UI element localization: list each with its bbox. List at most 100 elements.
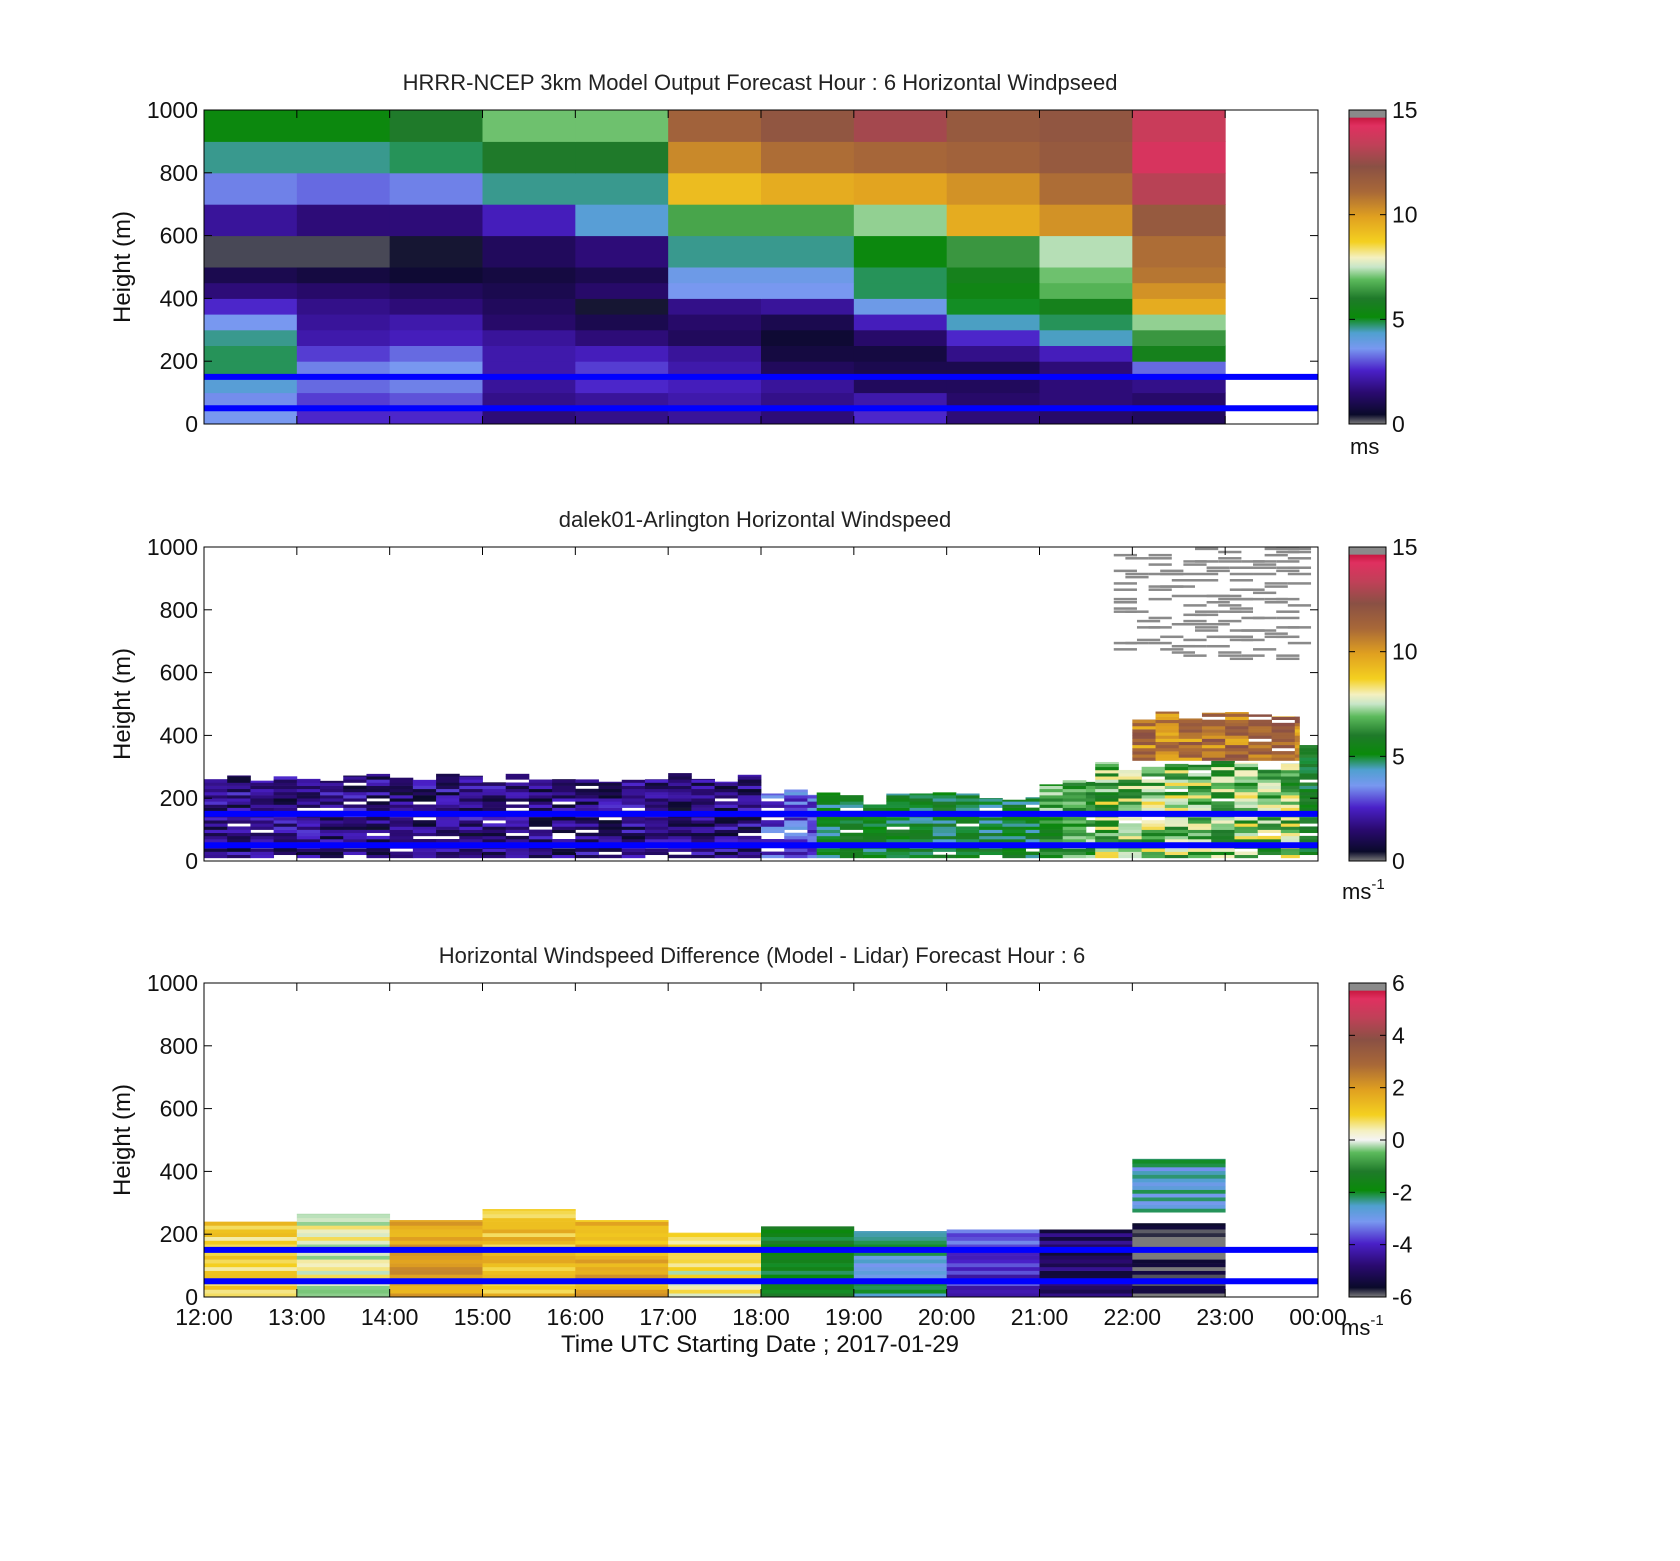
heatmap-cell — [296, 820, 321, 824]
heatmap-cell — [691, 788, 715, 793]
heatmap-cell — [1095, 801, 1119, 805]
heatmap-cell — [1194, 579, 1219, 582]
heatmap-cell — [737, 854, 762, 859]
heatmap-cell — [1141, 848, 1166, 852]
heatmap-cell — [955, 817, 980, 821]
heatmap-cell — [459, 848, 483, 852]
heatmap-cell — [459, 807, 483, 812]
heatmap-cell — [296, 329, 391, 346]
heatmap-cell — [737, 801, 762, 805]
heatmap-cell — [343, 851, 367, 856]
heatmap-cell — [1132, 1240, 1226, 1245]
heatmap-cell — [575, 298, 669, 315]
x-tick-label: 15:00 — [454, 1304, 512, 1330]
heatmap-cell — [886, 835, 910, 840]
heatmap-cell — [761, 1232, 855, 1238]
heatmap-cell — [482, 795, 507, 799]
heatmap-cell — [1132, 1229, 1226, 1234]
heatmap-cell — [1039, 839, 1064, 843]
heatmap-cell — [668, 776, 692, 780]
heatmap-cell — [1132, 1182, 1226, 1187]
heatmap-cell — [250, 782, 275, 786]
heatmap-cell — [1257, 807, 1282, 812]
heatmap-cell — [691, 798, 715, 802]
heatmap-cell — [644, 795, 669, 799]
heatmap-cell — [644, 826, 669, 830]
heatmap-cell — [737, 788, 762, 793]
heatmap-cell — [1132, 1232, 1226, 1238]
heatmap-cell — [1276, 626, 1300, 629]
heatmap-cell — [1299, 751, 1319, 755]
chart-title: HRRR-NCEP 3km Model Output Forecast Hour… — [403, 70, 1118, 95]
heatmap-cell — [1160, 648, 1184, 651]
heatmap-cell — [1253, 566, 1277, 569]
colorbar-tick-label: -4 — [1392, 1232, 1413, 1258]
heatmap-cell — [1002, 848, 1026, 852]
heatmap-cell — [273, 779, 298, 783]
heatmap-cell — [482, 376, 576, 394]
heatmap-cell — [955, 826, 980, 830]
heatmap-cell — [204, 782, 228, 786]
heatmap-cell — [250, 804, 275, 808]
heatmap-cell — [1039, 823, 1064, 827]
heatmap-cell — [863, 854, 887, 859]
heatmap-cell — [389, 1240, 483, 1245]
heatmap-cell — [459, 851, 483, 856]
heatmap-cell — [621, 801, 646, 805]
heatmap-cell — [1211, 848, 1235, 852]
heatmap-cell — [1002, 835, 1026, 840]
heatmap-cell — [932, 807, 957, 812]
colorbar-tick-label: 5 — [1392, 306, 1405, 332]
heatmap-cell — [227, 791, 251, 796]
heatmap-cell — [528, 835, 553, 840]
panel-difference: Horizontal Windspeed Difference (Model -… — [109, 943, 1413, 1358]
heatmap-cell — [320, 832, 344, 837]
heatmap-cell — [320, 829, 344, 834]
x-tick-label: 22:00 — [1104, 1304, 1162, 1330]
heatmap-cell — [1188, 798, 1212, 802]
heatmap-cell — [250, 823, 275, 827]
heatmap-cell — [1164, 848, 1189, 852]
heatmap-cell — [250, 795, 275, 799]
heatmap-cell — [1225, 754, 1249, 758]
heatmap-cell — [389, 345, 483, 362]
heatmap-cell — [1248, 722, 1272, 727]
heatmap-cell — [1264, 585, 1288, 588]
heatmap-cell — [621, 823, 646, 827]
heatmap-cell — [1118, 779, 1143, 783]
heatmap-cell — [932, 817, 957, 821]
heatmap-cell — [1132, 1170, 1226, 1175]
heatmap-cell — [1276, 597, 1300, 601]
heatmap-cell — [296, 1232, 391, 1238]
heatmap-cell — [482, 1289, 576, 1294]
heatmap-cell — [412, 804, 437, 808]
heatmap-cell — [204, 779, 228, 783]
heatmap-cell — [575, 1221, 669, 1226]
heatmap-cell — [343, 807, 367, 812]
heatmap-cell — [714, 791, 739, 796]
heatmap-cell — [1211, 776, 1235, 780]
y-tick-label: 1000 — [147, 970, 198, 996]
heatmap-cell — [482, 1259, 576, 1264]
heatmap-cell — [436, 788, 460, 793]
heatmap-cell — [296, 141, 391, 174]
heatmap-cell — [482, 1210, 576, 1215]
heatmap-cell — [482, 791, 507, 796]
heatmap-cell — [691, 823, 715, 827]
heatmap-cell — [389, 779, 414, 783]
heatmap-cell — [552, 820, 576, 824]
heatmap-cell — [1257, 839, 1282, 843]
heatmap-cell — [552, 798, 576, 802]
heatmap-cell — [807, 807, 818, 812]
heatmap-cell — [296, 1263, 391, 1268]
heatmap-cell — [668, 1244, 762, 1249]
heatmap-cell — [737, 829, 762, 834]
heatmap-cell — [1095, 782, 1119, 786]
heatmap-cell — [552, 839, 576, 843]
heatmap-cell — [1132, 1158, 1226, 1160]
heatmap-cell — [320, 795, 344, 799]
heatmap-cell — [320, 785, 344, 790]
heatmap-cell — [204, 345, 298, 362]
heatmap-cell — [459, 835, 483, 840]
heatmap-cell — [482, 1270, 576, 1275]
